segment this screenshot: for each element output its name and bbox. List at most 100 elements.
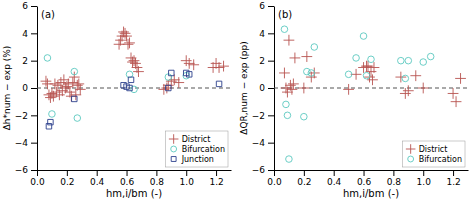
point xyxy=(72,96,77,101)
legend-item: Bifurcation xyxy=(171,145,225,154)
tick-label: 4 xyxy=(22,29,28,39)
tick-label: 1.2 xyxy=(209,177,223,187)
point xyxy=(41,76,52,87)
point xyxy=(360,33,367,40)
legend-symbol xyxy=(408,156,414,162)
tick: 4 xyxy=(259,29,274,39)
tick-label: 6 xyxy=(259,1,265,11)
point xyxy=(128,77,133,82)
point xyxy=(67,77,78,88)
point xyxy=(420,59,427,66)
point xyxy=(166,85,171,90)
tick-label: 1.0 xyxy=(417,177,432,187)
point xyxy=(73,79,84,90)
tick-mark xyxy=(186,170,187,176)
y-axis-title: ΔQR,num − exp (pp) xyxy=(239,41,249,135)
point xyxy=(455,73,466,84)
tick-label: −6 xyxy=(15,165,29,175)
tick: 1.2 xyxy=(209,170,223,187)
point xyxy=(120,28,131,39)
tick-mark xyxy=(274,170,275,176)
point xyxy=(309,68,320,79)
tick-label: 2 xyxy=(259,56,265,66)
tick-label: −4 xyxy=(252,138,266,148)
tick: 0.2 xyxy=(297,170,311,187)
tick: −2 xyxy=(15,111,37,121)
tick-mark xyxy=(268,33,274,34)
tick: −4 xyxy=(252,138,274,148)
tick-label: 0 xyxy=(259,83,265,93)
legend-symbol xyxy=(171,146,177,152)
tick: −2 xyxy=(252,111,274,121)
point xyxy=(398,57,405,64)
tick-label: 1.0 xyxy=(180,177,195,187)
point xyxy=(44,89,55,100)
point xyxy=(298,83,309,94)
panel: 0.00.20.40.60.81.01.2−6−4−20246hm,i/bm (… xyxy=(2,1,232,199)
panel-label: (b) xyxy=(278,9,292,20)
legend-symbol xyxy=(171,157,176,162)
tick-mark xyxy=(453,170,454,176)
legend-box xyxy=(166,131,228,167)
tick-label: 6 xyxy=(22,1,28,11)
point xyxy=(308,70,315,77)
point xyxy=(74,115,81,122)
y-axis: −6 −4 −2 0 2 4 6 xyxy=(252,1,275,175)
tick-mark xyxy=(364,170,365,176)
tick: 0 xyxy=(259,83,274,93)
point xyxy=(353,55,360,62)
tick-mark xyxy=(31,88,37,89)
tick-label: 0.2 xyxy=(297,177,311,187)
tick-mark xyxy=(268,88,274,89)
tick-mark xyxy=(31,6,37,7)
legend-label: Junction xyxy=(181,155,214,164)
point xyxy=(284,35,295,46)
point xyxy=(75,84,86,95)
tick: 0.6 xyxy=(120,170,135,187)
point xyxy=(123,39,134,50)
tick-label: 0.2 xyxy=(60,177,74,187)
axis-line xyxy=(275,170,469,171)
point xyxy=(127,57,138,68)
tick: −6 xyxy=(252,165,274,175)
tick: 0.8 xyxy=(150,170,165,187)
tick-mark xyxy=(97,170,98,176)
tick-mark xyxy=(31,143,37,144)
point xyxy=(44,55,51,62)
tick-mark xyxy=(31,170,37,171)
point xyxy=(368,56,375,63)
tick: 0.0 xyxy=(30,170,45,187)
legend-label: Bifurcation xyxy=(419,155,462,164)
panel: 0.00.20.40.60.81.01.2−6−4−20246hm,i/bm (… xyxy=(239,1,469,199)
point xyxy=(287,84,298,95)
legend-label: Bifurcation xyxy=(182,145,225,154)
point xyxy=(129,55,140,66)
series xyxy=(44,55,189,122)
tick: 0.8 xyxy=(387,170,402,187)
tick-mark xyxy=(334,170,335,176)
tick: 2 xyxy=(22,56,37,66)
point xyxy=(131,86,138,93)
tick-label: 0.4 xyxy=(327,177,342,187)
plot-area xyxy=(37,27,231,129)
point xyxy=(66,91,77,102)
tick-label: 1.2 xyxy=(446,177,460,187)
point xyxy=(127,85,132,90)
point xyxy=(173,77,184,88)
y-axis-title: Δh*num − exp (%) xyxy=(2,46,12,131)
point xyxy=(48,119,53,124)
tick-mark xyxy=(268,6,274,7)
point xyxy=(343,84,354,95)
point xyxy=(304,68,311,75)
x-axis-title: hm,i/bm (-) xyxy=(343,188,399,199)
tick-mark xyxy=(156,170,157,176)
point xyxy=(46,124,51,129)
panel-label: (a) xyxy=(41,9,55,20)
legend-item: Junction xyxy=(171,155,214,164)
point xyxy=(451,96,462,107)
point xyxy=(410,70,421,81)
point xyxy=(345,71,352,78)
tick: 4 xyxy=(22,29,37,39)
legend: DistrictBifurcation xyxy=(403,141,465,167)
tick-label: 0.6 xyxy=(357,177,372,187)
